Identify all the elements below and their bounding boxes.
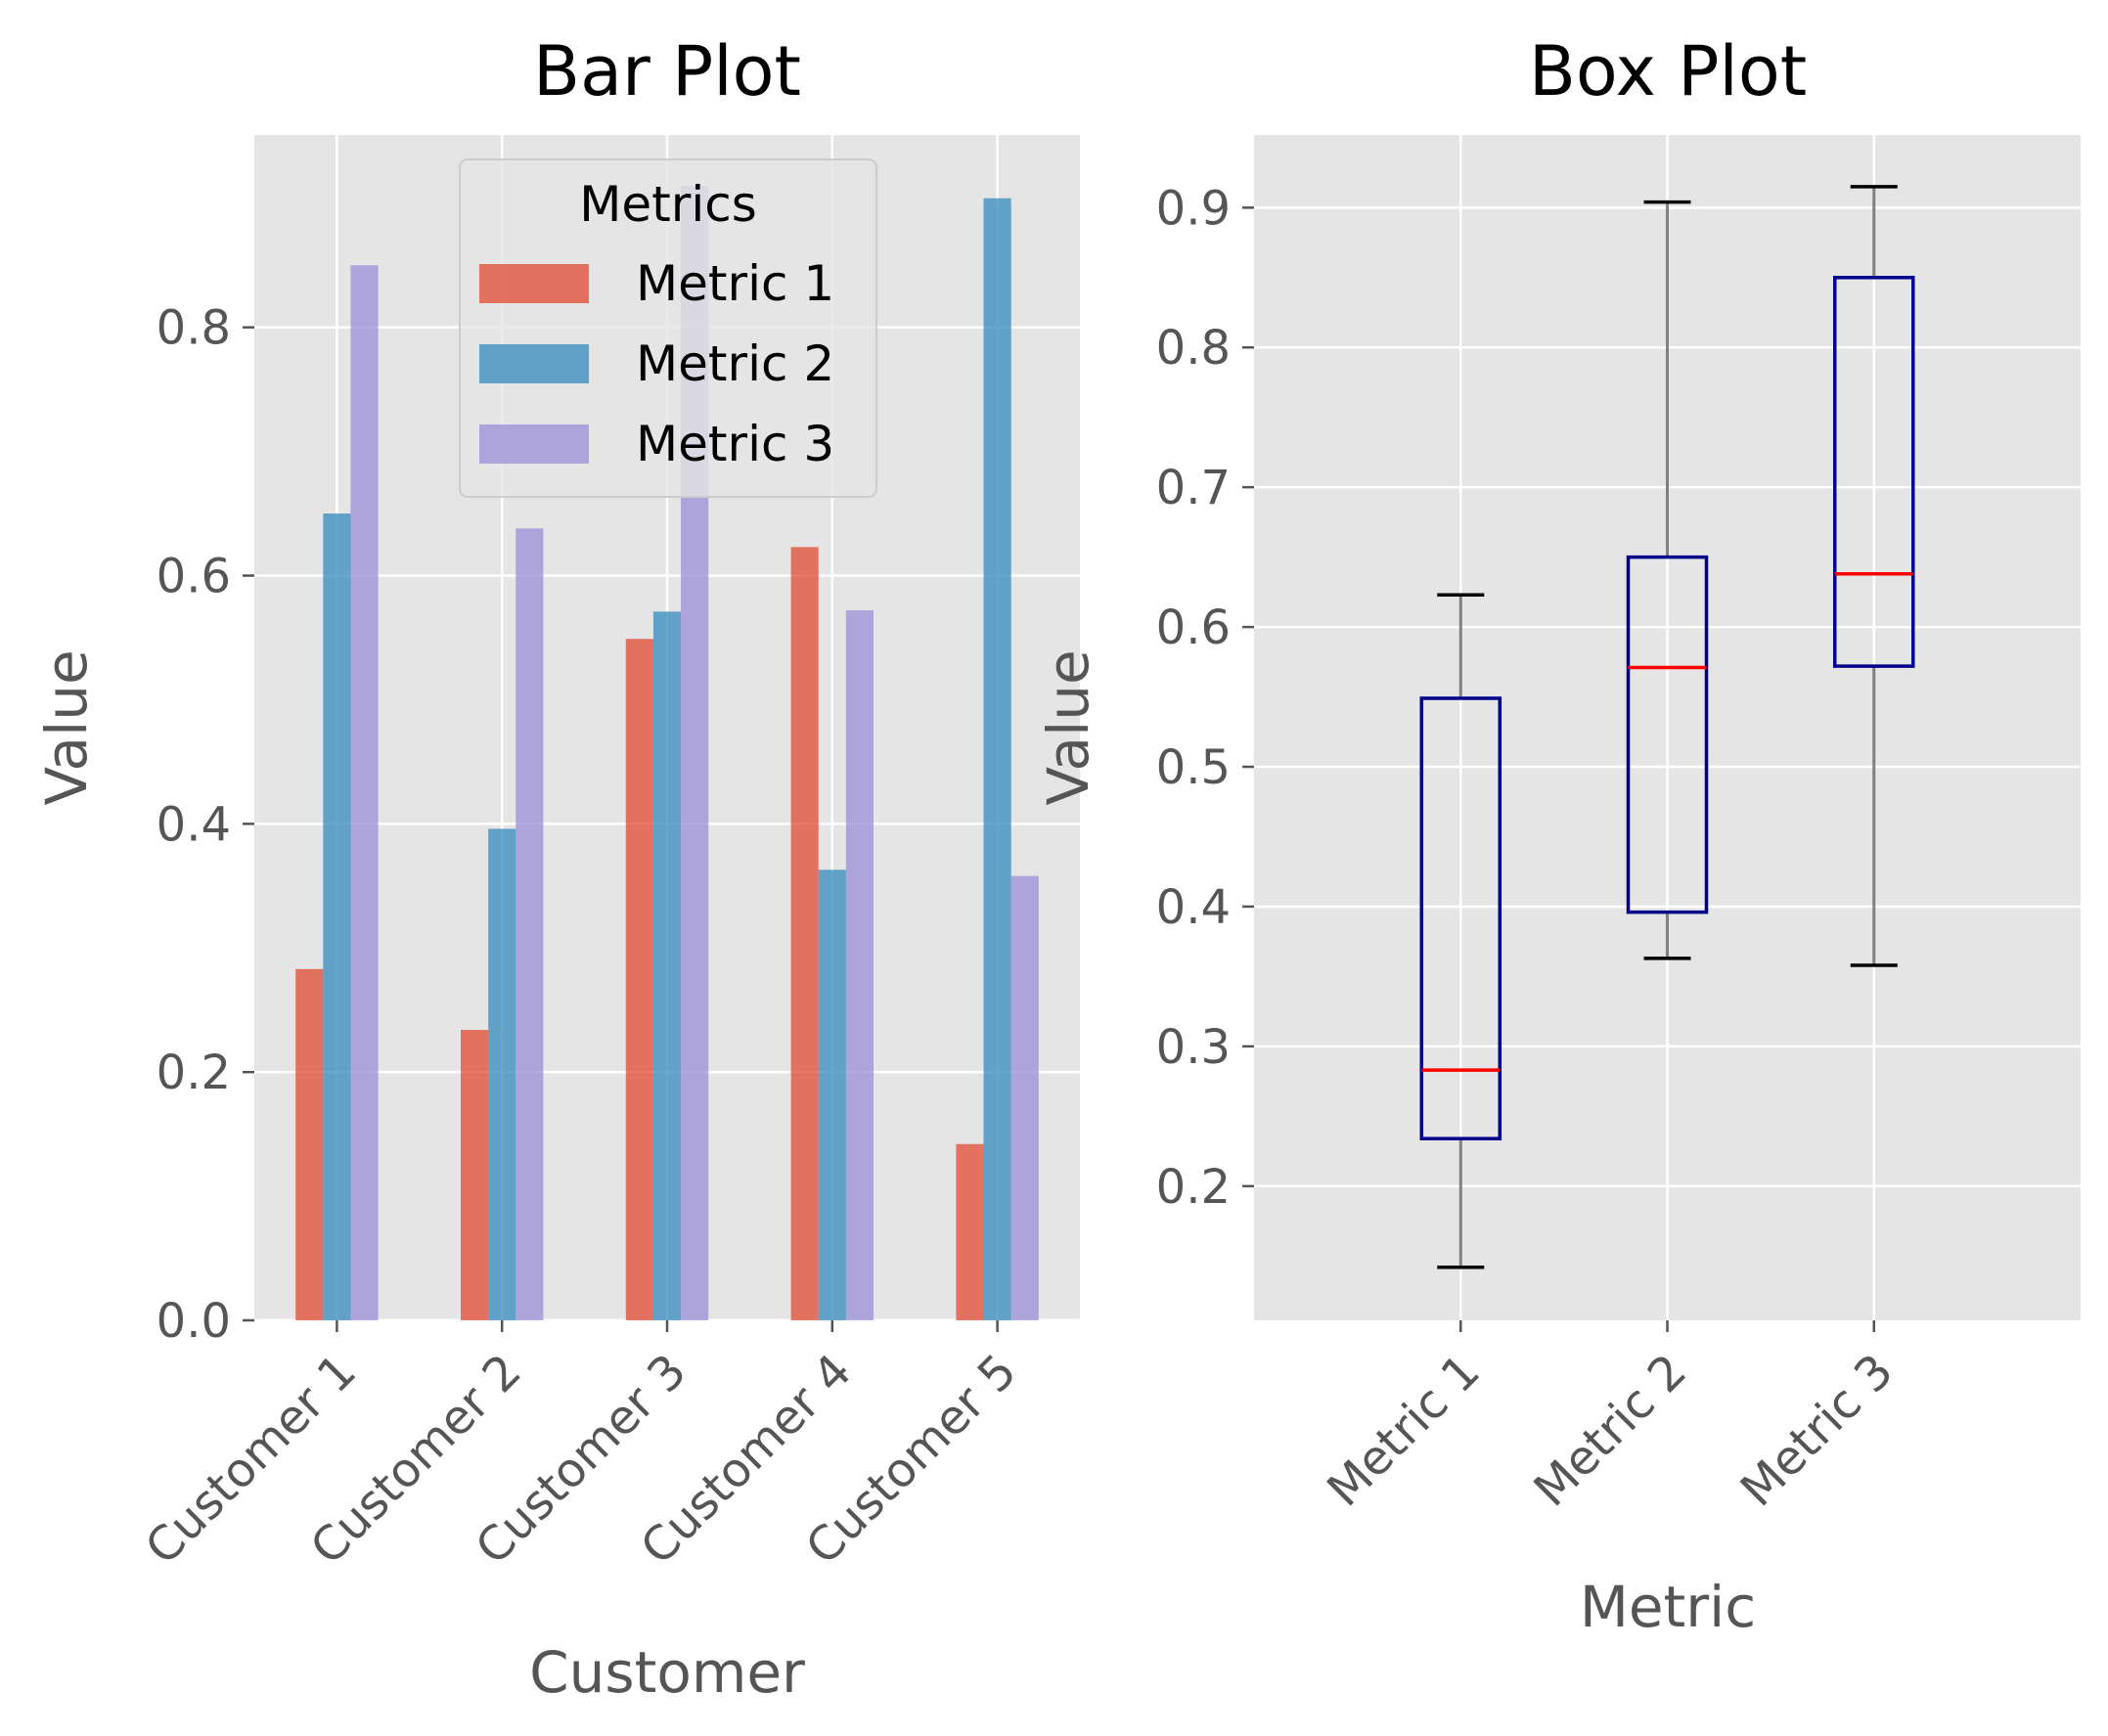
box-y-tick-label: 0.8 — [1156, 321, 1231, 376]
bar-metric-1-customer-4 — [790, 547, 819, 1320]
bar-metric-1-customer-1 — [295, 968, 324, 1320]
legend-swatch-metric-3 — [479, 424, 589, 464]
bar-y-ticks: 0.0 0.2 0.4 0.6 0.8 — [157, 301, 254, 1349]
bar-metric-1-customer-5 — [956, 1143, 984, 1320]
bar-chart-ylabel: Value — [33, 649, 100, 805]
box-chart-xlabel: Metric — [1580, 1574, 1756, 1640]
legend-title: Metrics — [579, 176, 757, 233]
bar-metric-3-customer-5 — [1010, 875, 1039, 1320]
box-chart-ylabel: Value — [1035, 649, 1101, 805]
bar-legend: Metrics Metric 1 Metric 2 Metric 3 — [459, 158, 877, 498]
bar-chart-title: Bar Plot — [533, 31, 801, 111]
legend-swatch-metric-1 — [479, 264, 589, 303]
bar-metric-1-customer-3 — [625, 639, 653, 1320]
box-chart-title: Box Plot — [1529, 31, 1807, 111]
bar-marks — [295, 186, 1039, 1321]
bar-metric-2-customer-4 — [818, 869, 846, 1320]
bar-metric-3-customer-2 — [516, 528, 544, 1320]
legend-label-metric-3: Metric 3 — [636, 416, 834, 472]
box-y-tick-label: 0.5 — [1156, 740, 1231, 795]
bar-y-tick-label: 0.6 — [157, 550, 231, 604]
legend-label-metric-2: Metric 2 — [636, 335, 834, 392]
box-y-ticks: 0.2 0.3 0.4 0.5 0.6 0.7 0.8 0.9 — [1156, 181, 1254, 1215]
box-chart: 0.20.30.40.50.60.70.80.9 Metric 1 Metric … — [1035, 31, 2081, 1640]
box-body-metric-2 — [1626, 555, 1709, 914]
bar-metric-3-customer-1 — [350, 265, 379, 1320]
bar-chart-xlabel: Customer — [529, 1639, 805, 1706]
bar-metric-2-customer-1 — [323, 513, 351, 1320]
bar-metric-1-customer-2 — [461, 1030, 489, 1320]
bar-y-tick-label: 0.2 — [157, 1046, 231, 1100]
bar-metric-2-customer-5 — [983, 198, 1011, 1320]
box-y-tick-label: 0.2 — [1156, 1160, 1231, 1215]
legend-label-metric-1: Metric 1 — [636, 255, 834, 312]
box-y-tick-label: 0.3 — [1156, 1020, 1231, 1075]
bar-y-tick-label: 0.0 — [157, 1294, 231, 1349]
box-y-tick-label: 0.9 — [1156, 181, 1231, 236]
legend-frame — [459, 158, 877, 498]
box-body-metric-3 — [1833, 276, 1915, 668]
bar-metric-2-customer-3 — [652, 611, 682, 1320]
bar-y-tick-label: 0.8 — [157, 301, 231, 356]
box-y-tick-label: 0.6 — [1156, 601, 1231, 655]
bar-metric-2-customer-2 — [488, 828, 516, 1320]
legend-swatch-metric-2 — [479, 344, 589, 383]
box-marks — [1419, 185, 1915, 1269]
box-y-tick-label: 0.7 — [1156, 461, 1231, 515]
box-y-tick-label: 0.4 — [1156, 880, 1231, 935]
bar-metric-3-customer-4 — [845, 610, 874, 1320]
box-body-metric-1 — [1419, 696, 1502, 1140]
bar-y-tick-label: 0.4 — [157, 797, 231, 852]
